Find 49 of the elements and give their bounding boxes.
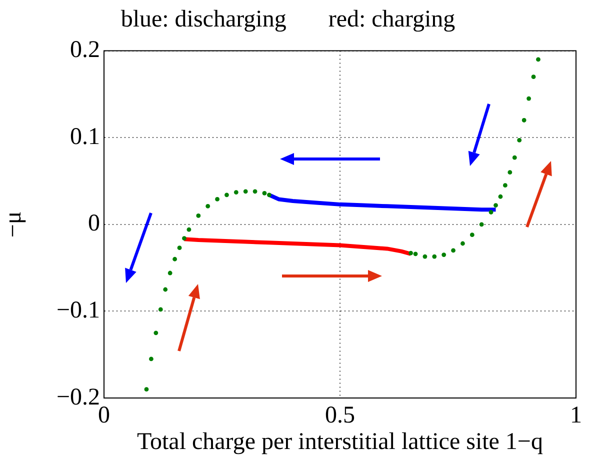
y-axis-title: −μ: [0, 211, 27, 238]
point: [413, 252, 418, 256]
point: [186, 227, 192, 232]
point: [408, 250, 413, 256]
point: [422, 254, 428, 259]
point: [234, 190, 238, 194]
point: [512, 155, 517, 160]
point: [460, 241, 465, 246]
point: [215, 197, 220, 202]
point: [488, 210, 494, 214]
point: [531, 74, 536, 80]
point: [158, 307, 163, 312]
y-tick-label: 0.2: [70, 37, 100, 64]
chart-title: blue: discharging red: charging: [120, 6, 456, 33]
y-tick-label: −0.2: [56, 384, 100, 410]
point: [168, 270, 172, 276]
point: [503, 183, 508, 188]
point: [206, 204, 210, 208]
point: [154, 330, 158, 336]
point: [526, 96, 531, 101]
point: [252, 189, 258, 194]
point: [522, 118, 526, 122]
point: [243, 189, 248, 194]
point: [536, 57, 540, 62]
y-tick-label: 0: [88, 210, 100, 237]
point: [479, 222, 484, 227]
y-tick-label: −0.1: [56, 297, 100, 324]
point: [262, 190, 267, 196]
y-tick-label: 0.1: [70, 124, 100, 150]
point: [267, 192, 272, 198]
point: [196, 214, 201, 218]
point: [442, 252, 446, 257]
point: [182, 236, 186, 240]
point: [149, 356, 154, 362]
point: [470, 232, 474, 238]
point: [177, 246, 182, 250]
point: [144, 387, 149, 392]
point: [432, 254, 437, 259]
point: [224, 192, 229, 198]
point: [494, 203, 498, 208]
x-axis-title: Total charge per interstitial lattice site 1−q: [137, 428, 543, 455]
x-tick-label: 1: [570, 402, 582, 429]
point: [451, 248, 456, 253]
point: [172, 256, 177, 262]
point: [498, 194, 503, 199]
point: [508, 170, 512, 175]
point: [517, 138, 522, 142]
x-tick-label: 0.5: [325, 402, 355, 429]
point: [163, 287, 168, 292]
